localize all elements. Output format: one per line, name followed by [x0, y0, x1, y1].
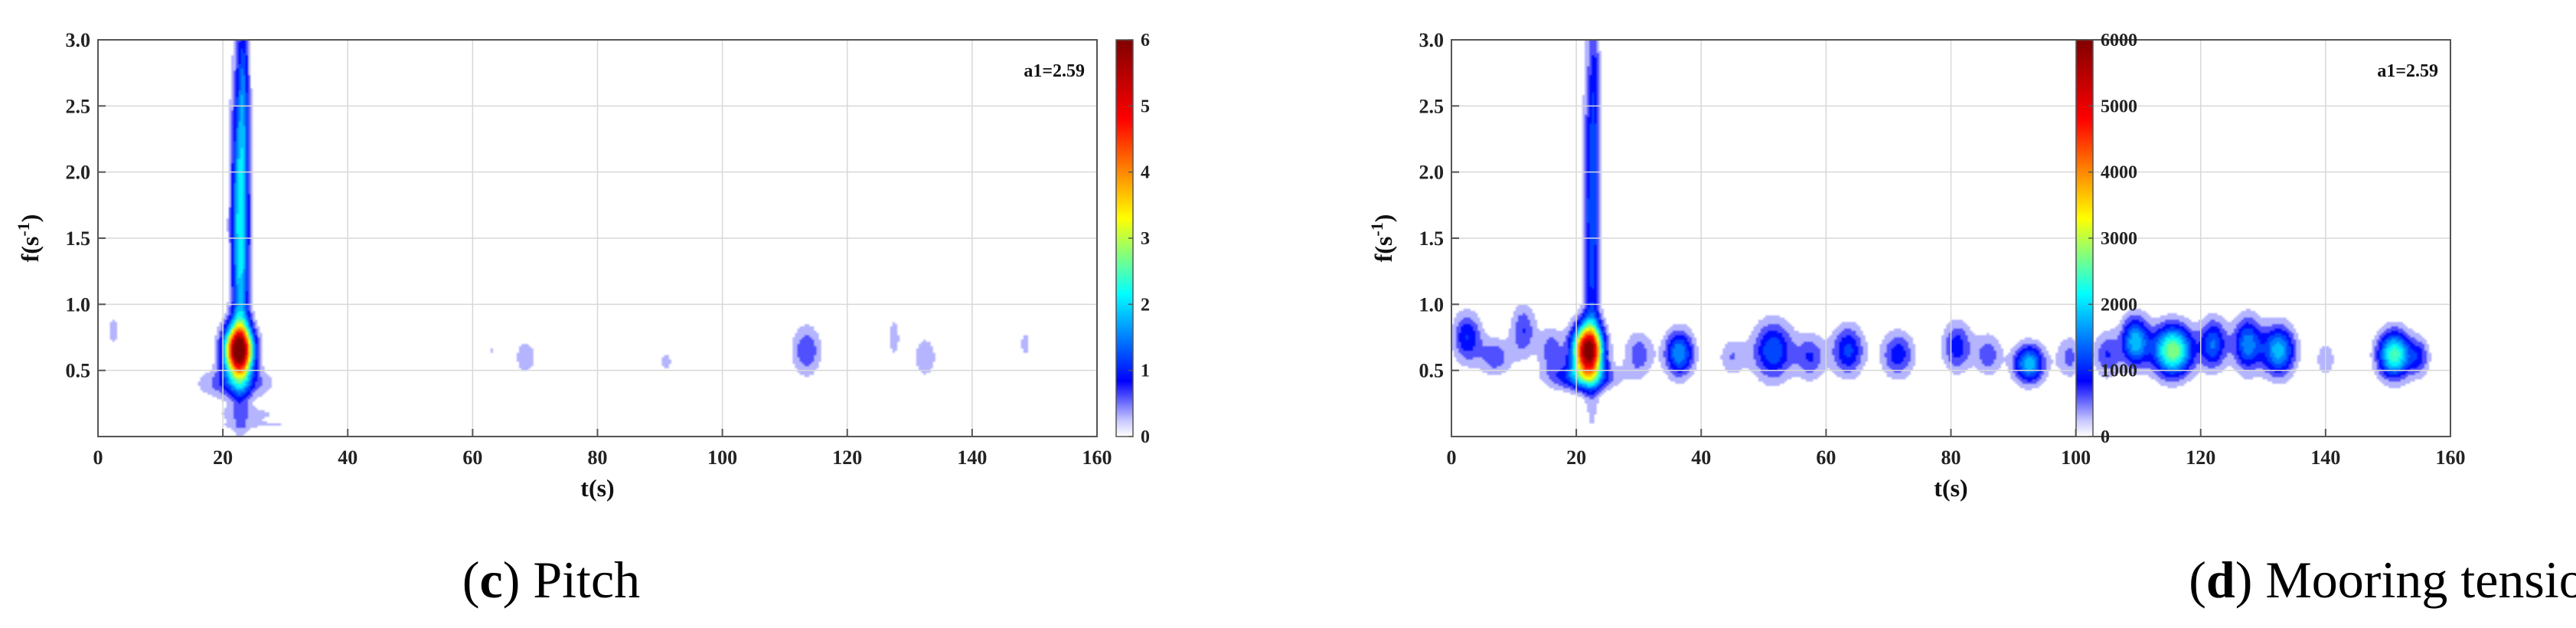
colorbar-tick-label: 4: [1141, 163, 1150, 183]
x-tick-label: 0: [93, 446, 103, 469]
x-tick-label: 140: [957, 446, 987, 469]
annotation-label: a1=2.59: [2377, 61, 2438, 81]
colorbar-tick-label: 6000: [2101, 31, 2137, 51]
y-axis-label-exp: -1: [14, 222, 33, 236]
colorbar-tick-label: 0: [2101, 427, 2110, 447]
caption-close-paren: ): [2235, 551, 2266, 609]
colorbar-tick-label: 5: [1141, 96, 1150, 116]
x-ticks: 0 20 40 60 80 100 120 140 160: [93, 429, 1112, 469]
y-tick-label: 1.0: [66, 293, 91, 316]
x-tick-label: 160: [1082, 446, 1112, 469]
x-tick-label: 80: [1941, 446, 1961, 469]
x-tick-label: 140: [2310, 446, 2340, 469]
caption: (c) Pitch: [462, 551, 640, 609]
caption-close-paren: ): [503, 551, 534, 609]
x-tick-label: 100: [2061, 446, 2091, 469]
colorbar-tick-label: 5000: [2101, 96, 2137, 116]
colorbar-ticks: 0 1000 2000 3000 4000 5000 6000: [2088, 31, 2137, 447]
y-tick-label: 1.0: [1419, 293, 1445, 316]
x-tick-label: 80: [588, 446, 608, 469]
x-tick-label: 20: [213, 446, 233, 469]
x-axis-label: t(s): [580, 474, 614, 502]
colorbar-tick-label: 3: [1141, 229, 1150, 249]
x-tick-label: 0: [1447, 446, 1457, 469]
x-tick-label: 160: [2436, 446, 2466, 469]
caption-letter: d: [2206, 551, 2235, 609]
colorbar-tick-label: 1000: [2101, 361, 2137, 381]
caption-letter: c: [480, 551, 503, 609]
colorbar-ticks: 0 1 2 3 4 5 6: [1128, 31, 1150, 447]
annotation-label: a1=2.59: [1024, 61, 1085, 81]
x-axis-label: t(s): [1934, 474, 1967, 502]
x-tick-label: 120: [832, 446, 862, 469]
y-ticks: 0.5 1.0 1.5 2.0 2.5 3.0: [1419, 29, 1459, 382]
caption-open-paren: (: [462, 551, 480, 609]
caption-text: Mooring tension: [2265, 551, 2576, 609]
y-axis-label-end: ): [1370, 214, 1397, 223]
x-tick-label: 100: [707, 446, 737, 469]
x-tick-label: 40: [1691, 446, 1711, 469]
y-ticks: 0.5 1.0 1.5 2.0 2.5 3.0: [66, 29, 106, 382]
y-tick-label: 2.0: [1419, 162, 1445, 184]
y-tick-label: 0.5: [66, 360, 91, 382]
panel-mooring-tension: 0 20 40 60 80 100 120 140 160 0.5 1.0 1.5 2.0 2.5 3.0…: [1367, 29, 2576, 609]
y-axis-label-base: f(s: [1370, 237, 1397, 263]
y-tick-label: 2.5: [1419, 95, 1445, 117]
y-tick-label: 1.5: [1419, 227, 1445, 250]
y-tick-label: 2.5: [66, 95, 91, 117]
x-tick-label: 60: [462, 446, 482, 469]
y-tick-label: 1.5: [66, 227, 91, 250]
x-tick-label: 60: [1816, 446, 1836, 469]
colorbar-tick-label: 2: [1141, 295, 1150, 315]
caption-open-paren: (: [2189, 551, 2206, 609]
colorbar-tick-label: 3000: [2101, 229, 2137, 249]
panel-pitch: 0 20 40 60 80 100 120 140 160 0.51.01.52.02.53.0…: [14, 29, 1150, 609]
y-tick-label: 0.5: [1419, 360, 1445, 382]
caption-text: Pitch: [533, 551, 640, 609]
y-axis-label: f(s-1): [1367, 214, 1397, 263]
y-axis-label-base: f(s: [16, 237, 44, 263]
y-tick-label: 3.0: [66, 29, 91, 51]
colorbar-tick-label: 6: [1141, 31, 1150, 51]
colorbar-tick-label: 2000: [2101, 295, 2137, 315]
caption: (d) Mooring tension: [2189, 551, 2576, 609]
y-tick-label: 3.0: [1419, 29, 1445, 51]
y-axis-label-exp: -1: [1367, 222, 1386, 236]
colorbar-tick-label: 0: [1141, 427, 1150, 447]
y-tick-label: 2.0: [66, 162, 91, 184]
y-axis-label: f(s-1): [14, 214, 44, 263]
x-tick-label: 120: [2186, 446, 2215, 469]
y-axis-label-end: ): [16, 214, 44, 223]
colorbar-tick-label: 1: [1141, 361, 1150, 381]
x-tick-label: 20: [1566, 446, 1586, 469]
x-tick-label: 40: [338, 446, 358, 469]
colorbar-tick-label: 4000: [2101, 163, 2137, 183]
